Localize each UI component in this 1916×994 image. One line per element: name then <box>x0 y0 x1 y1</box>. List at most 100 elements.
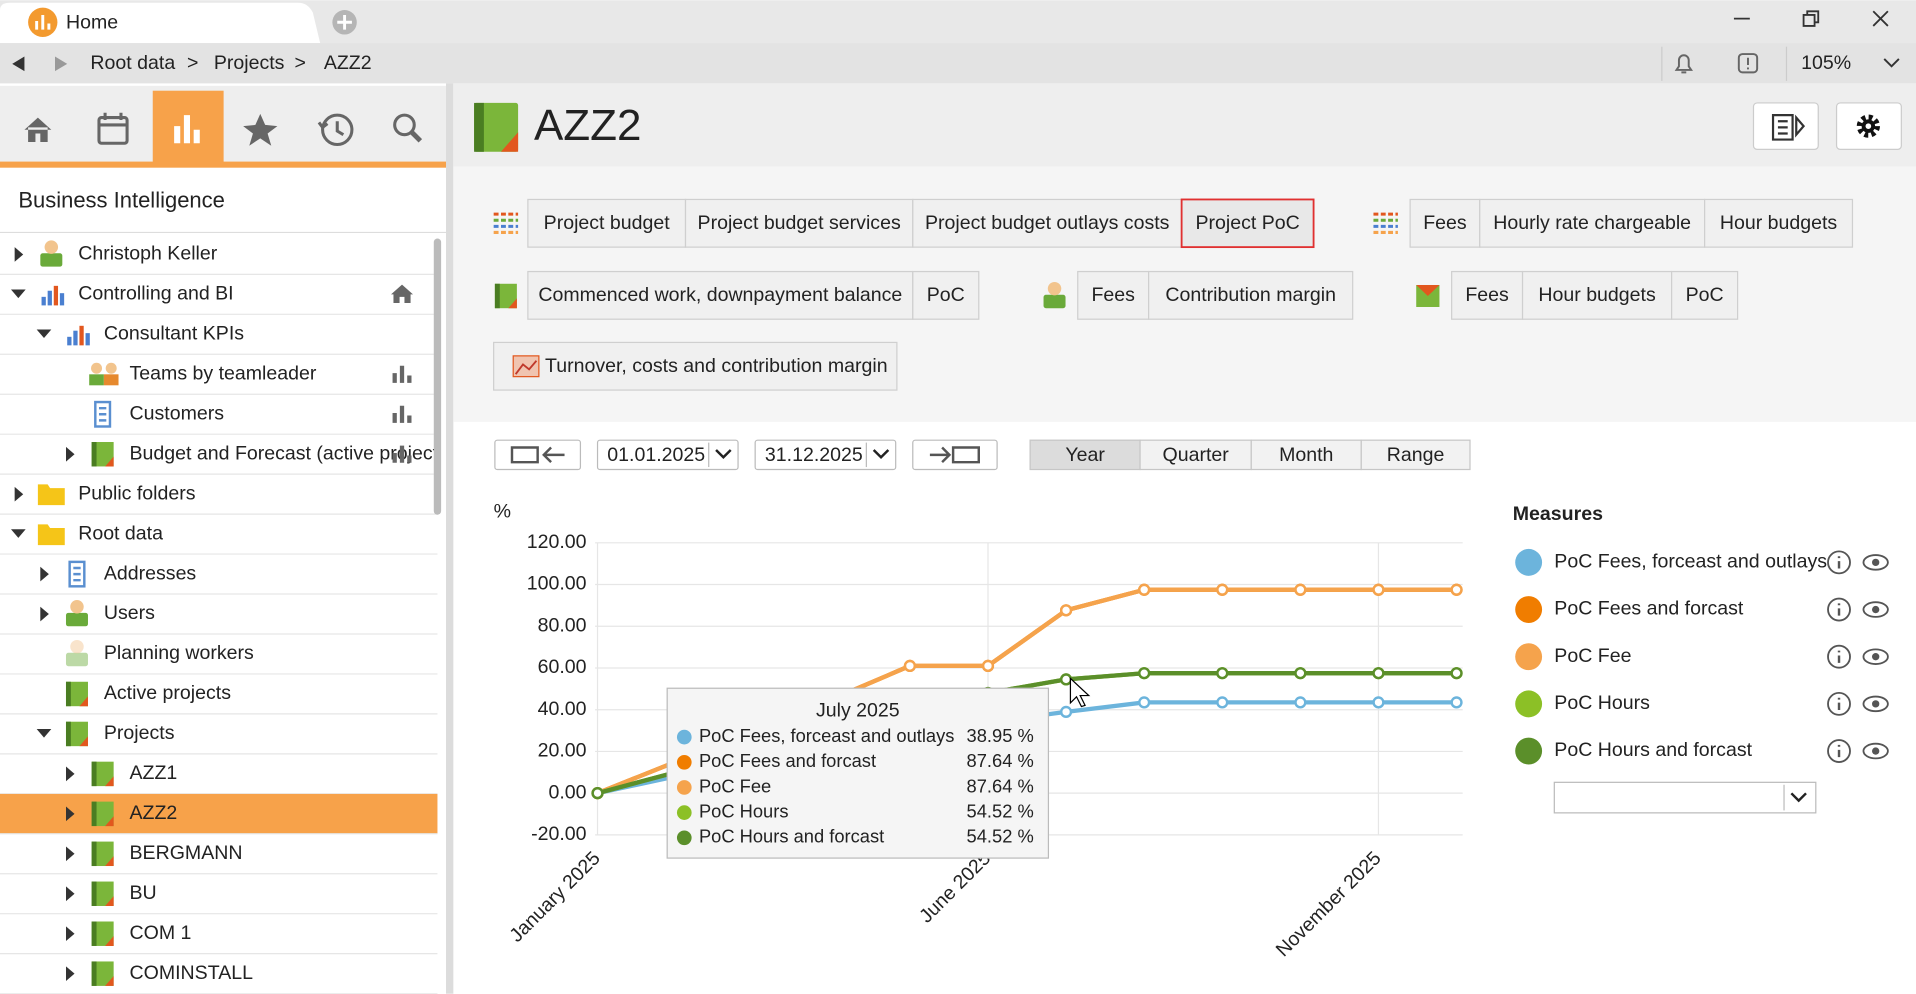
report-button[interactable] <box>1451 270 1524 320</box>
legend-swatch[interactable] <box>1515 643 1543 671</box>
scrollbar[interactable] <box>433 238 442 515</box>
data-point[interactable] <box>1450 667 1463 680</box>
legend-label[interactable]: PoC Fees, forceast and outlays <box>1554 551 1827 573</box>
period-option[interactable] <box>1250 439 1362 471</box>
tree-item[interactable]: Addresses <box>104 562 197 584</box>
report-button-label[interactable]: Fees <box>1465 284 1509 306</box>
report-button[interactable] <box>1077 270 1150 320</box>
zoom-dropdown[interactable] <box>1883 58 1900 68</box>
tree-item[interactable]: Active projects <box>104 682 231 704</box>
data-point[interactable] <box>591 787 604 800</box>
visibility-toggle[interactable] <box>1862 554 1889 571</box>
tab[interactable] <box>0 2 321 44</box>
period-option-label[interactable]: Quarter <box>1163 444 1230 466</box>
nav-favorites[interactable] <box>243 113 278 146</box>
report-button-label[interactable]: PoC <box>1686 284 1724 306</box>
expand-toggle[interactable] <box>65 966 75 982</box>
nav-calendar[interactable] <box>97 116 129 145</box>
info-button[interactable] <box>1827 550 1851 575</box>
close-button[interactable] <box>1872 10 1889 27</box>
visibility-toggle[interactable] <box>1862 742 1889 760</box>
report-button[interactable] <box>912 198 1183 248</box>
data-point[interactable] <box>1216 583 1229 596</box>
report-button-label[interactable]: Fees <box>1423 212 1467 234</box>
data-point[interactable] <box>981 659 995 673</box>
info-button[interactable] <box>1827 644 1851 669</box>
report-button-label[interactable]: PoC <box>927 284 965 306</box>
date-input[interactable] <box>596 439 739 471</box>
expand-toggle[interactable] <box>10 289 26 299</box>
period-option[interactable] <box>1360 439 1471 471</box>
report-button[interactable] <box>1521 270 1673 320</box>
tree-item[interactable]: Customers <box>130 402 225 424</box>
data-point[interactable] <box>1372 583 1385 596</box>
zoom-level[interactable]: 105% <box>1801 52 1851 74</box>
restore-button[interactable] <box>1802 10 1820 27</box>
report-button[interactable] <box>1671 270 1739 320</box>
report-button-label[interactable]: Hour budgets <box>1538 284 1656 306</box>
expand-toggle[interactable] <box>65 806 75 822</box>
date-value[interactable]: 31.12.2025 <box>765 444 863 466</box>
report-button-label[interactable]: Hour budgets <box>1720 212 1838 234</box>
expand-toggle[interactable] <box>36 329 52 339</box>
nav-search[interactable] <box>393 113 416 137</box>
report-button[interactable] <box>1703 198 1854 248</box>
visibility-toggle[interactable] <box>1862 648 1889 665</box>
tree-item[interactable]: Projects <box>104 722 175 744</box>
data-point[interactable] <box>1294 583 1307 596</box>
tree-item[interactable]: Users <box>104 602 155 624</box>
breadcrumb-item[interactable]: Root data <box>90 52 175 74</box>
tree-item[interactable]: Christoph Keller <box>78 243 218 265</box>
visibility-toggle[interactable] <box>1862 601 1889 618</box>
tree-item[interactable]: Root data <box>78 522 163 544</box>
data-point[interactable] <box>1372 667 1385 680</box>
legend-label[interactable]: PoC Hours and forcast <box>1554 739 1752 761</box>
alert-button[interactable] <box>1737 53 1759 74</box>
date-dropdown[interactable] <box>715 449 732 460</box>
report-button-label[interactable]: Project budget services <box>698 212 901 234</box>
forward-button[interactable] <box>54 56 68 72</box>
expand-toggle[interactable] <box>65 766 75 782</box>
expand-toggle[interactable] <box>10 529 26 538</box>
data-point[interactable] <box>1450 583 1463 596</box>
info-button[interactable] <box>1827 597 1851 622</box>
expand-toggle[interactable] <box>36 729 52 738</box>
nav-home[interactable] <box>24 117 52 143</box>
data-point[interactable] <box>1372 696 1385 709</box>
breadcrumb-item[interactable]: AZZ2 <box>324 52 372 74</box>
tree-item[interactable]: Planning workers <box>104 642 254 664</box>
expand-toggle[interactable] <box>40 606 49 622</box>
report-button[interactable] <box>527 270 914 320</box>
expand-toggle[interactable] <box>14 486 24 502</box>
tree-item[interactable]: BU <box>130 882 157 904</box>
tree-item[interactable]: BERGMANN <box>130 842 243 864</box>
measure-dropdown[interactable] <box>1553 781 1817 814</box>
report-button[interactable] <box>493 341 898 391</box>
period-option-label[interactable]: Year <box>1065 444 1105 466</box>
period-option-label[interactable]: Range <box>1387 444 1445 466</box>
data-point[interactable] <box>1138 583 1151 596</box>
report-button-label[interactable]: Hourly rate chargeable <box>1493 212 1691 234</box>
report-button[interactable] <box>527 198 687 248</box>
data-point[interactable] <box>1216 667 1229 680</box>
expand-toggle[interactable] <box>65 926 75 942</box>
legend-label[interactable]: PoC Fees and forcast <box>1554 598 1744 620</box>
expand-toggle[interactable] <box>14 247 24 262</box>
data-point[interactable] <box>1138 667 1151 680</box>
report-button[interactable] <box>1409 198 1481 248</box>
date-value[interactable]: 01.01.2025 <box>607 444 705 466</box>
tree-item[interactable]: Controlling and BI <box>78 283 233 305</box>
data-point[interactable] <box>1059 673 1073 686</box>
data-point[interactable] <box>1059 705 1073 719</box>
tree-item[interactable]: Public folders <box>78 482 196 504</box>
tab-label[interactable]: Home <box>66 12 118 34</box>
report-button-label[interactable]: Project budget <box>544 212 671 234</box>
info-button[interactable] <box>1827 691 1851 716</box>
report-button[interactable] <box>1148 270 1354 320</box>
report-button[interactable] <box>684 198 914 248</box>
nav-history[interactable] <box>321 113 354 146</box>
data-point[interactable] <box>1450 696 1463 709</box>
tree-item[interactable]: COM 1 <box>130 922 192 944</box>
expand-toggle[interactable] <box>65 446 75 462</box>
expand-toggle[interactable] <box>40 566 49 582</box>
